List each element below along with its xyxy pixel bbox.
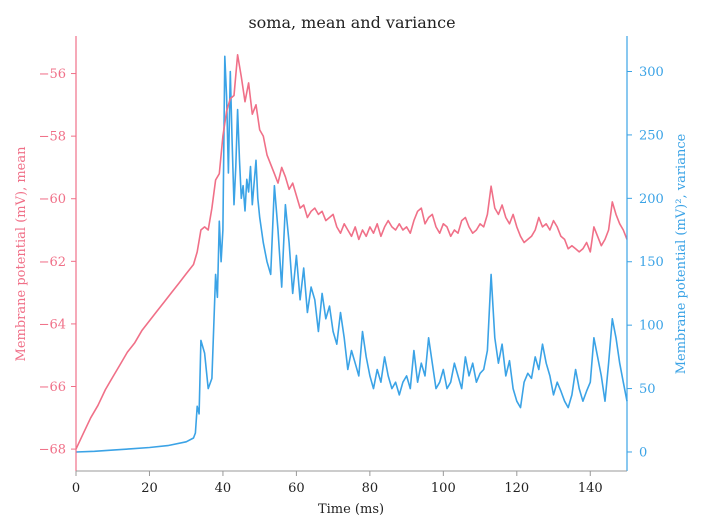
variance-line	[75, 55, 628, 453]
x-tick-label: 20	[141, 481, 158, 496]
right-y-tick-label: 250	[639, 128, 664, 143]
left-y-tick-label: −58	[39, 130, 66, 145]
x-tick-label: 80	[362, 481, 379, 496]
left-y-tick-label: −62	[39, 255, 66, 270]
right-y-axis-label: Membrane potential (mV)², variance	[674, 133, 689, 374]
x-tick-label: 140	[578, 481, 603, 496]
left-y-tick-label: −60	[39, 192, 66, 207]
x-tick-label: 40	[215, 481, 232, 496]
series-layer	[75, 54, 628, 453]
x-tick-label: 120	[504, 481, 529, 496]
left-y-axis-label: Membrane potential (mV), mean	[14, 146, 29, 362]
x-tick-label: 100	[431, 481, 456, 496]
x-ticks: 0 20 40 60 80 100 120 140	[72, 471, 603, 496]
right-y-tick-label: 150	[639, 255, 664, 270]
left-y-tick-label: −66	[39, 380, 66, 395]
mean-line	[75, 54, 628, 450]
left-y-tick-label: −68	[39, 443, 66, 458]
left-y-ticks: −68 −66 −64 −62 −60 −58 −56	[39, 67, 76, 458]
x-tick-label: 60	[288, 481, 305, 496]
left-y-tick-label: −56	[39, 67, 66, 82]
right-y-tick-label: 0	[639, 445, 647, 460]
right-y-tick-label: 200	[639, 192, 664, 207]
left-y-tick-label: −64	[39, 317, 66, 332]
right-y-tick-label: 300	[639, 65, 664, 80]
x-axis-label: Time (ms)	[318, 502, 384, 517]
chart-title: soma, mean and variance	[248, 13, 455, 32]
right-y-tick-label: 50	[639, 382, 656, 397]
x-tick-label: 0	[72, 481, 80, 496]
right-y-tick-label: 100	[639, 319, 664, 334]
right-y-ticks: 0 50 100 150 200 250 300	[627, 65, 664, 460]
